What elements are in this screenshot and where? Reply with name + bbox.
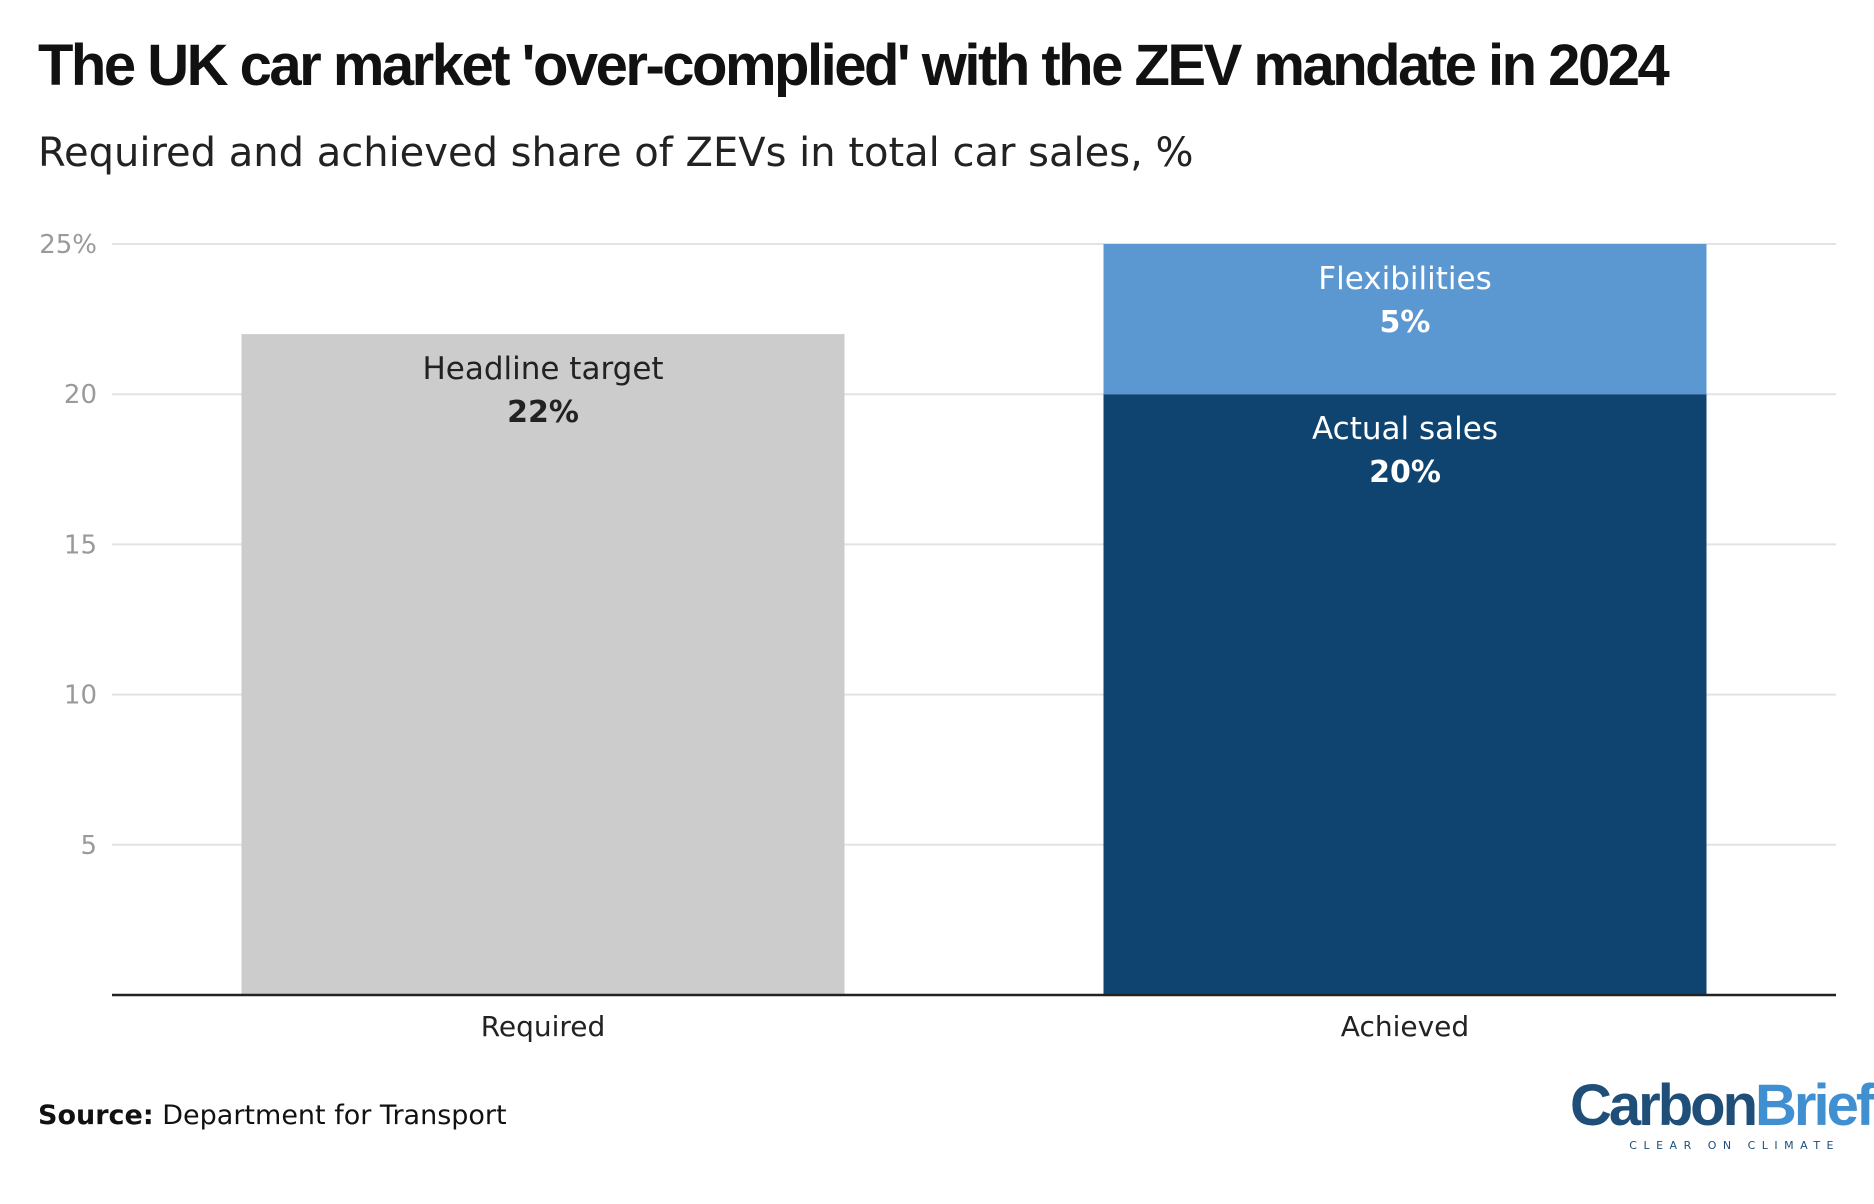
chart-subtitle: Required and achieved share of ZEVs in t…	[38, 130, 1194, 176]
logo-word-carbon: Carbon	[1570, 1073, 1758, 1138]
y-tick-label: 5	[80, 831, 97, 861]
source-note: Source: Department for Transport	[38, 1100, 507, 1131]
source-label: Source:	[38, 1100, 154, 1131]
bar-value-label: 22%	[507, 395, 579, 430]
y-tick-label: 25%	[39, 230, 97, 260]
y-tick-label: 10	[64, 681, 97, 711]
x-category-label: Achieved	[1341, 1010, 1469, 1043]
carbon-brief-logo: CarbonBrief CLEAR ON CLIMATE	[1570, 1073, 1874, 1153]
logo-word-brief: Brief	[1755, 1073, 1874, 1138]
y-tick-label: 15	[64, 530, 97, 560]
y-tick-label: 20	[64, 380, 97, 410]
bar	[1103, 394, 1707, 995]
bar-value-label: 5%	[1380, 305, 1431, 340]
bar	[1103, 244, 1707, 395]
chart-title: The UK car market 'over-complied' with t…	[38, 33, 1670, 98]
bar	[241, 334, 845, 995]
bar-series-label: Headline target	[422, 351, 663, 387]
bar-value-label: 20%	[1369, 455, 1441, 490]
x-category-label: Required	[481, 1010, 606, 1043]
source-text: Department for Transport	[162, 1100, 507, 1131]
bar-series-label: Flexibilities	[1318, 261, 1491, 297]
bar-chart: 5 10 15 20 25% Headline target 22% Required Actu…	[39, 230, 1836, 1043]
bar-series-label: Actual sales	[1312, 411, 1498, 447]
logo-tagline: CLEAR ON CLIMATE	[1629, 1139, 1840, 1152]
